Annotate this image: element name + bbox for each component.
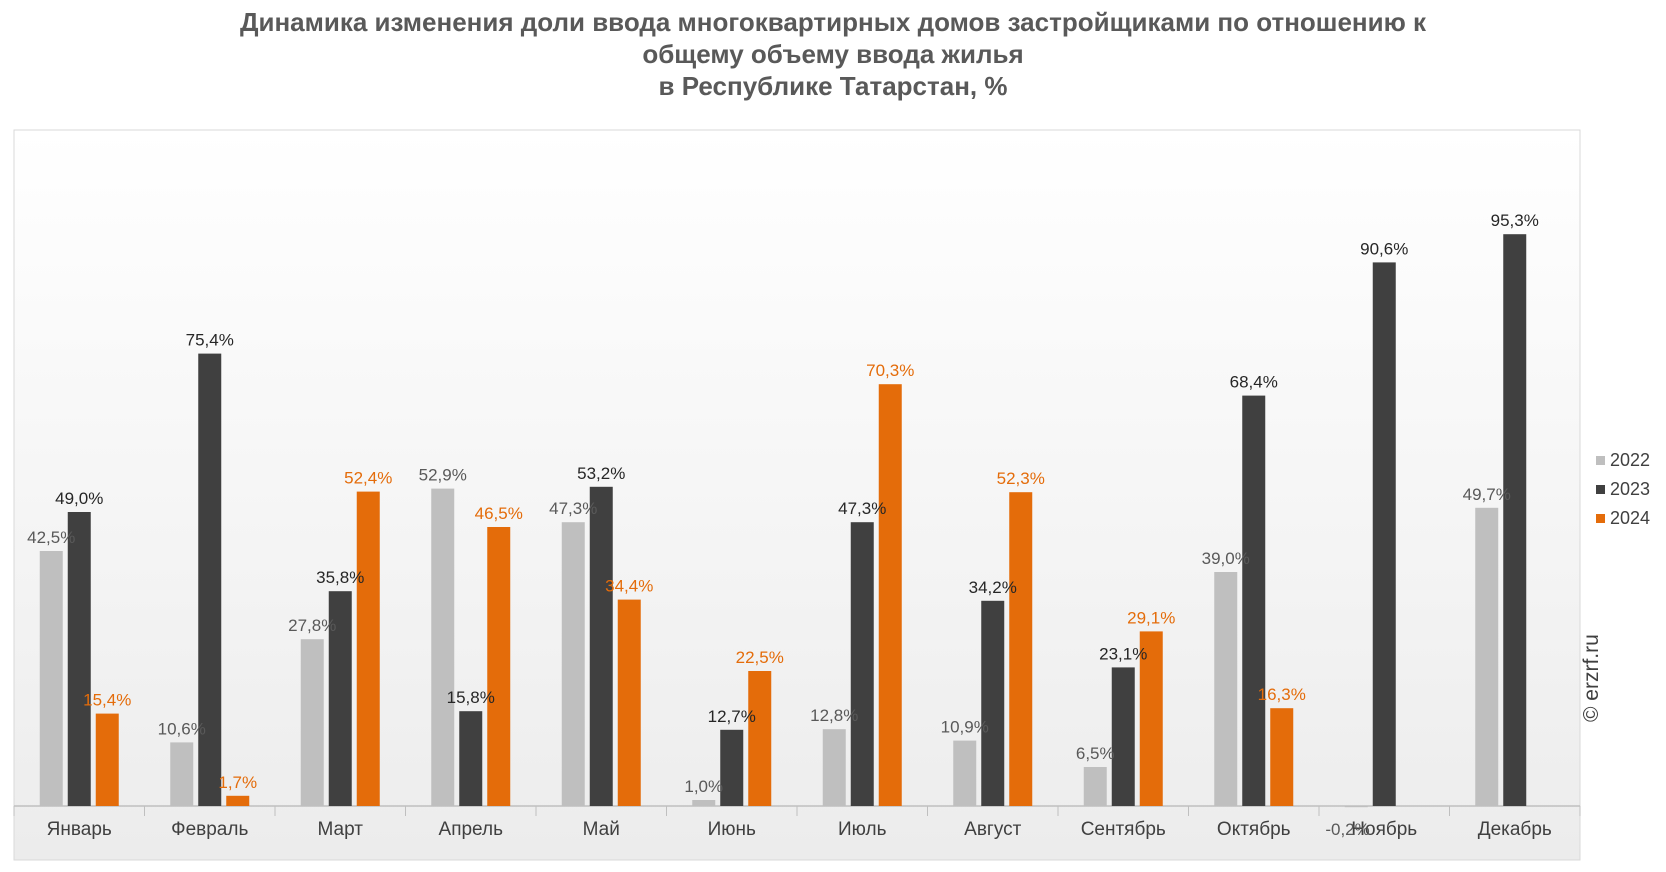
bar-2023-2 bbox=[328, 591, 352, 806]
data-label-2022-10: -0,2% bbox=[1325, 820, 1369, 839]
bar-2024-5 bbox=[748, 671, 772, 806]
legend-label-2022: 2022 bbox=[1610, 450, 1650, 470]
legend-swatch-2024 bbox=[1596, 514, 1605, 523]
bar-2023-11 bbox=[1503, 234, 1527, 806]
x-tick-label: Апрель bbox=[439, 819, 504, 840]
bar-2023-0 bbox=[67, 512, 91, 806]
legend-swatch-2022 bbox=[1596, 456, 1605, 465]
data-label-2022-3: 52,9% bbox=[419, 466, 467, 485]
data-label-2023-6: 47,3% bbox=[838, 499, 886, 518]
bar-2023-6 bbox=[850, 522, 874, 806]
bar-2024-6 bbox=[878, 384, 902, 806]
data-label-2024-5: 22,5% bbox=[736, 648, 784, 667]
bar-2022-3 bbox=[431, 488, 455, 806]
data-label-2022-4: 47,3% bbox=[549, 499, 597, 518]
bar-2022-8 bbox=[1083, 767, 1107, 806]
data-label-2024-6: 70,3% bbox=[866, 361, 914, 380]
data-label-2022-9: 39,0% bbox=[1202, 549, 1250, 568]
data-label-2023-11: 95,3% bbox=[1491, 211, 1539, 230]
legend-swatch-2023 bbox=[1596, 485, 1605, 494]
x-tick-label: Октябрь bbox=[1217, 819, 1291, 840]
bar-2022-4 bbox=[561, 522, 585, 806]
data-label-2022-8: 6,5% bbox=[1076, 744, 1115, 763]
bar-2022-9 bbox=[1214, 572, 1238, 806]
legend-label-2023: 2023 bbox=[1610, 479, 1650, 499]
bar-2024-2 bbox=[356, 491, 380, 806]
bar-2024-0 bbox=[95, 713, 119, 806]
x-tick-label: Июль bbox=[838, 819, 887, 840]
watermark: © erzrf.ru bbox=[1580, 634, 1603, 722]
bar-2024-7 bbox=[1009, 492, 1033, 806]
data-label-2023-5: 12,7% bbox=[708, 707, 756, 726]
data-label-2024-2: 52,4% bbox=[344, 469, 392, 488]
data-label-2024-4: 34,4% bbox=[605, 577, 653, 596]
bar-2022-0 bbox=[39, 551, 63, 806]
data-label-2023-0: 49,0% bbox=[55, 489, 103, 508]
legend-label-2024: 2024 bbox=[1610, 508, 1650, 528]
data-label-2022-5: 1,0% bbox=[684, 777, 723, 796]
x-tick-label: Август bbox=[964, 819, 1021, 840]
bar-2022-11 bbox=[1475, 507, 1499, 806]
x-tick-label: Май bbox=[583, 819, 620, 840]
bar-2022-2 bbox=[300, 639, 324, 806]
data-label-2023-4: 53,2% bbox=[577, 464, 625, 483]
x-tick-label: Сентябрь bbox=[1081, 819, 1166, 840]
bar-2023-7 bbox=[981, 600, 1005, 806]
data-label-2024-3: 46,5% bbox=[475, 504, 523, 523]
bar-2024-8 bbox=[1139, 631, 1163, 806]
bar-2023-3 bbox=[459, 711, 483, 806]
data-label-2023-9: 68,4% bbox=[1230, 373, 1278, 392]
legend: 2022 2023 2024 bbox=[1596, 450, 1650, 528]
bar-2023-10 bbox=[1372, 262, 1396, 806]
bar-2022-1 bbox=[170, 742, 194, 806]
bar-2023-1 bbox=[198, 353, 222, 806]
data-label-2023-1: 75,4% bbox=[186, 331, 234, 350]
data-label-2023-8: 23,1% bbox=[1099, 644, 1147, 663]
x-tick-label: Февраль bbox=[171, 819, 248, 840]
data-label-2024-8: 29,1% bbox=[1127, 608, 1175, 627]
bar-2022-6 bbox=[822, 729, 846, 806]
data-label-2022-6: 12,8% bbox=[810, 706, 858, 725]
chart-title: Динамика изменения доли ввода многокварт… bbox=[0, 6, 1666, 102]
data-label-2024-7: 52,3% bbox=[997, 469, 1045, 488]
bar-2023-9 bbox=[1242, 395, 1266, 806]
chart-title-line-2: общему объему ввода жилья bbox=[642, 39, 1024, 69]
bar-2023-8 bbox=[1111, 667, 1135, 806]
bar-2024-9 bbox=[1270, 708, 1294, 806]
bar-2024-4 bbox=[617, 599, 641, 806]
bar-2024-1 bbox=[226, 795, 250, 806]
data-label-2023-2: 35,8% bbox=[316, 568, 364, 587]
data-label-2023-3: 15,8% bbox=[447, 688, 495, 707]
x-tick-label: Ноябрь bbox=[1351, 819, 1417, 840]
chart-title-line-3: в Республике Татарстан, % bbox=[658, 71, 1008, 101]
x-tick-label: Январь bbox=[47, 819, 112, 840]
plot-area bbox=[13, 129, 1581, 861]
bar-2023-4 bbox=[589, 486, 613, 806]
bars bbox=[39, 234, 1527, 808]
bar-2022-5 bbox=[692, 800, 716, 806]
bar-2023-5 bbox=[720, 729, 744, 806]
data-label-2023-10: 90,6% bbox=[1360, 239, 1408, 258]
data-label-2022-0: 42,5% bbox=[27, 528, 75, 547]
bar-2022-7 bbox=[953, 740, 977, 806]
data-label-2022-11: 49,7% bbox=[1463, 485, 1511, 504]
data-label-2022-2: 27,8% bbox=[288, 616, 336, 635]
data-labels: 42,5% 49,0% 15,4% 10,6% 75,4% 1,7% 27,8% 35,8% 5… bbox=[27, 211, 1539, 839]
bar-2024-3 bbox=[487, 527, 511, 806]
data-label-2024-1: 1,7% bbox=[218, 773, 257, 792]
x-axis: Январь Февраль Март Апрель Май Июнь Июль Август… bbox=[13, 805, 1581, 840]
x-tick-label: Декабрь bbox=[1478, 819, 1552, 840]
data-label-2022-7: 10,9% bbox=[941, 718, 989, 737]
x-tick-label: Июнь bbox=[708, 819, 756, 840]
data-label-2022-1: 10,6% bbox=[158, 719, 206, 738]
data-label-2024-9: 16,3% bbox=[1258, 685, 1306, 704]
bar-2022-10 bbox=[1344, 806, 1368, 808]
chart-title-line-1: Динамика изменения доли ввода многокварт… bbox=[239, 7, 1427, 37]
data-label-2023-7: 34,2% bbox=[969, 578, 1017, 597]
x-tick-label: Март bbox=[318, 819, 364, 840]
data-label-2024-0: 15,4% bbox=[83, 691, 131, 710]
